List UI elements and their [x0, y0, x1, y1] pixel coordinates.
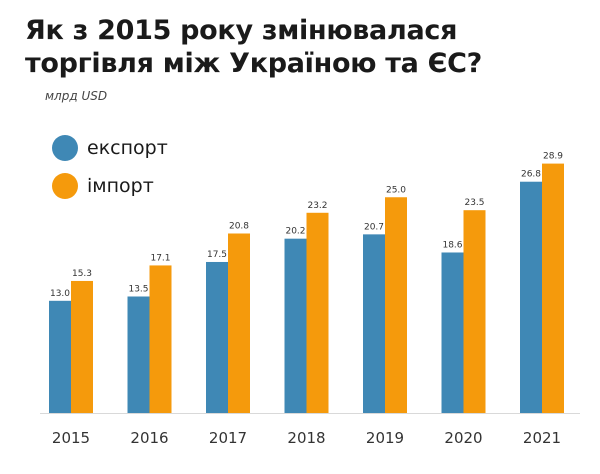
x-tick-label-2015: 2015 — [52, 429, 90, 447]
chart-title-line-2: торгівля між Україною та ЄС? — [25, 48, 483, 79]
bar-export-2019 — [363, 234, 385, 413]
data-label-import-2017: 20.8 — [229, 221, 249, 231]
data-label-import-2016: 17.1 — [150, 253, 170, 263]
data-label-import-2021: 28.9 — [543, 152, 563, 162]
data-label-export-2017: 17.5 — [207, 250, 227, 260]
legend-label-import: імпорт — [87, 175, 154, 197]
legend-item-export: експорт — [52, 134, 168, 162]
data-label-export-2016: 13.5 — [128, 284, 148, 294]
chart-title: Як з 2015 року змінювалася торгівля між … — [25, 14, 585, 80]
data-label-import-2020: 23.5 — [464, 198, 484, 208]
chart-title-line-1: Як з 2015 року змінювалася — [25, 15, 458, 46]
x-tick-label-2016: 2016 — [130, 429, 168, 447]
x-tick-label-2018: 2018 — [287, 429, 325, 447]
data-label-import-2019: 25.0 — [386, 185, 406, 195]
bar-import-2017 — [228, 233, 250, 413]
legend-swatch-export — [52, 135, 78, 161]
bar-import-2020 — [463, 210, 486, 413]
bar-export-2015 — [49, 300, 71, 413]
x-tick-label-2017: 2017 — [209, 429, 247, 447]
legend-item-import: імпорт — [52, 172, 168, 200]
bar-export-2017 — [206, 261, 228, 413]
data-label-import-2018: 23.2 — [307, 201, 327, 211]
chart-unit-subtitle: млрд USD — [45, 89, 108, 103]
legend-swatch-import — [52, 173, 78, 199]
bar-import-2015 — [71, 280, 93, 413]
bar-import-2019 — [385, 197, 407, 413]
data-label-export-2018: 20.2 — [285, 227, 305, 237]
data-label-import-2015: 15.3 — [72, 269, 92, 279]
data-label-export-2020: 18.6 — [442, 240, 462, 250]
bar-export-2021 — [520, 181, 542, 413]
bar-import-2021 — [542, 163, 564, 413]
bar-export-2020 — [441, 252, 464, 413]
legend-label-export: експорт — [87, 137, 168, 159]
bar-export-2016 — [127, 296, 150, 413]
chart-legend: експорт імпорт — [52, 134, 168, 210]
x-tick-label-2019: 2019 — [366, 429, 404, 447]
x-tick-label-2020: 2020 — [444, 429, 482, 447]
bar-export-2018 — [284, 238, 307, 413]
bar-import-2016 — [149, 265, 172, 413]
x-tick-label-2021: 2021 — [523, 429, 561, 447]
data-label-export-2021: 26.8 — [521, 170, 541, 180]
bar-import-2018 — [306, 212, 329, 413]
data-label-export-2019: 20.7 — [364, 222, 384, 232]
data-label-export-2015: 13.0 — [50, 289, 70, 299]
